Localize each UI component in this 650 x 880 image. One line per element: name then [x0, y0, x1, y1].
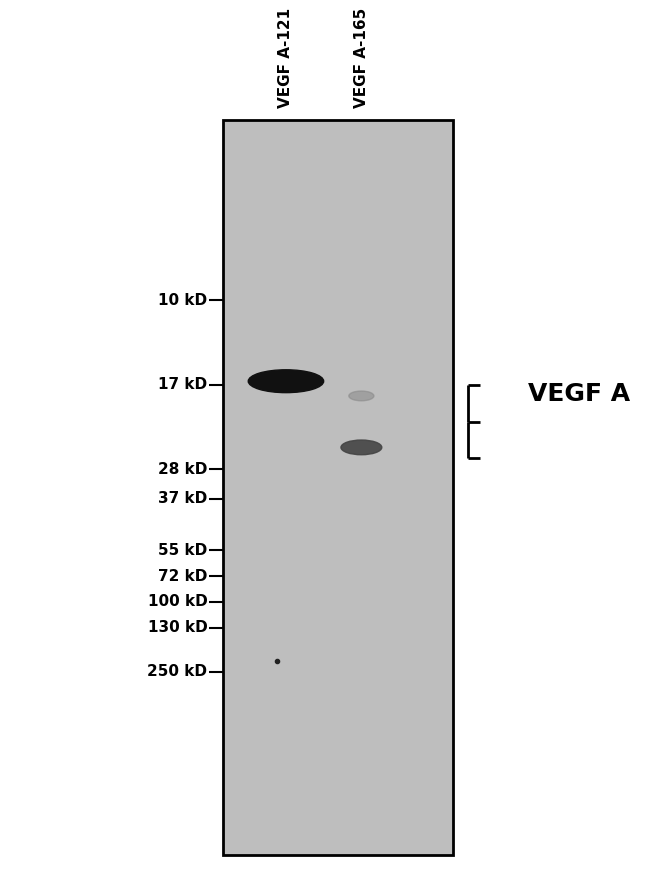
Ellipse shape: [341, 440, 382, 455]
Ellipse shape: [349, 391, 374, 400]
Text: VEGF A-121: VEGF A-121: [278, 8, 293, 108]
Text: 100 kD: 100 kD: [148, 594, 207, 609]
Text: VEGF A-165: VEGF A-165: [354, 8, 369, 108]
Text: 17 kD: 17 kD: [158, 378, 207, 392]
Text: VEGF A: VEGF A: [528, 382, 630, 406]
Text: 10 kD: 10 kD: [158, 293, 207, 308]
Ellipse shape: [248, 370, 324, 392]
Text: 130 kD: 130 kD: [148, 620, 207, 635]
Text: 55 kD: 55 kD: [158, 543, 207, 558]
Text: 72 kD: 72 kD: [158, 568, 207, 583]
Text: 28 kD: 28 kD: [158, 462, 207, 477]
Bar: [223, 121, 452, 855]
Text: 37 kD: 37 kD: [158, 491, 207, 506]
Text: 250 kD: 250 kD: [148, 664, 207, 679]
